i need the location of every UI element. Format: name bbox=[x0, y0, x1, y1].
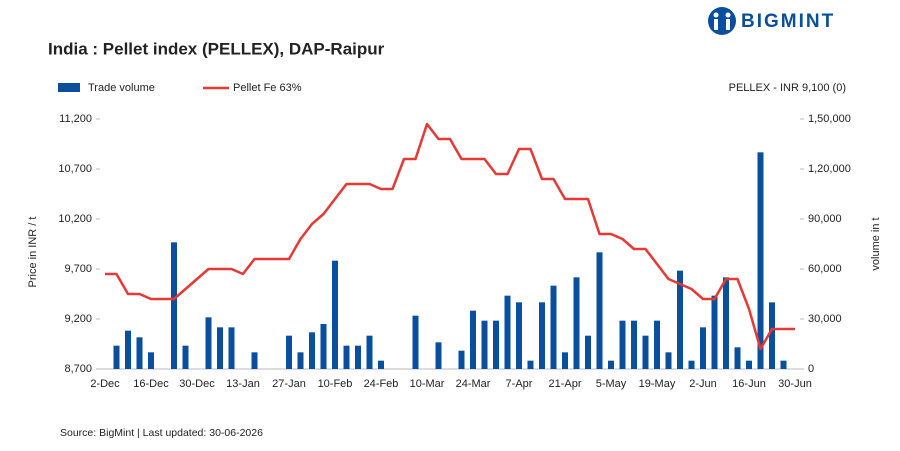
bar bbox=[435, 342, 442, 369]
logo-icon bbox=[725, 12, 731, 18]
bar bbox=[527, 360, 534, 369]
legend-label: Trade volume bbox=[88, 82, 155, 94]
bar bbox=[320, 324, 327, 369]
x-tick-label: 19-May bbox=[639, 378, 676, 390]
x-tick-label: 24-Feb bbox=[364, 378, 399, 390]
bar bbox=[297, 352, 304, 369]
bar bbox=[205, 317, 212, 369]
bar bbox=[734, 347, 741, 369]
bar bbox=[573, 277, 580, 369]
bar bbox=[585, 335, 591, 369]
bar bbox=[769, 302, 775, 369]
bar bbox=[757, 152, 764, 369]
bar bbox=[148, 352, 154, 369]
bar bbox=[286, 335, 292, 369]
bar bbox=[228, 327, 235, 369]
bar bbox=[458, 350, 465, 369]
bar bbox=[355, 345, 361, 369]
x-tick-label: 2-Dec bbox=[90, 378, 120, 390]
line bbox=[105, 122, 795, 351]
x-tick-label: 10-Feb bbox=[318, 378, 353, 390]
bar bbox=[631, 320, 637, 369]
x-tick-label: 13-Jan bbox=[226, 378, 260, 390]
y-tick-label: 8,700 bbox=[64, 363, 92, 375]
bar bbox=[700, 327, 706, 369]
y2-tick-label: 30,000 bbox=[808, 313, 842, 325]
bar bbox=[688, 360, 695, 369]
logo-icon bbox=[708, 7, 736, 35]
bar bbox=[608, 360, 614, 369]
logo: BIGMINT bbox=[708, 7, 835, 35]
bar bbox=[481, 320, 488, 369]
bar bbox=[470, 310, 476, 369]
bar bbox=[125, 330, 131, 369]
logo-text: BIGMINT bbox=[741, 11, 835, 32]
x-tick-label: 16-Dec bbox=[133, 378, 169, 390]
y2-tick-label: 90,000 bbox=[808, 213, 842, 225]
bar bbox=[343, 345, 350, 369]
y2-tick-label: 0 bbox=[808, 363, 814, 375]
y-tick-label: 10,700 bbox=[58, 163, 92, 175]
bar bbox=[251, 352, 258, 369]
x-tick-label: 24-Mar bbox=[456, 378, 491, 390]
legend-swatch bbox=[58, 83, 80, 92]
bar bbox=[504, 295, 511, 369]
x-tick-label: 27-Jan bbox=[272, 378, 306, 390]
x-tick-label: 5-May bbox=[596, 378, 627, 390]
bar bbox=[550, 285, 557, 369]
logo-icon bbox=[726, 19, 730, 30]
bar bbox=[309, 332, 315, 369]
x-tick-label: 2-Jun bbox=[689, 378, 717, 390]
legend-label: Pellet Fe 63% bbox=[233, 82, 302, 94]
x-tick-label: 16-Jun bbox=[732, 378, 766, 390]
y2-tick-label: 1,20,000 bbox=[808, 163, 851, 175]
source-note: Source: BigMint | Last updated: 30-06-20… bbox=[60, 427, 263, 439]
y-axis-label: Price in INR / t bbox=[27, 217, 39, 288]
bar bbox=[378, 360, 384, 369]
y-tick-label: 11,200 bbox=[59, 113, 92, 125]
x-tick-label: 21-Apr bbox=[548, 378, 581, 390]
y-tick-label: 9,200 bbox=[64, 313, 92, 325]
x-tick-label: 30-Jun bbox=[778, 378, 812, 390]
bar bbox=[113, 345, 120, 369]
bar bbox=[746, 360, 752, 369]
y2-tick-label: 1,50,000 bbox=[808, 113, 851, 125]
y2-axis-label: volume in t bbox=[870, 217, 882, 270]
bar bbox=[412, 315, 419, 369]
bar bbox=[493, 320, 499, 369]
bar bbox=[332, 260, 338, 369]
bar bbox=[366, 335, 373, 369]
bar bbox=[642, 335, 649, 369]
bar bbox=[780, 360, 787, 369]
bar bbox=[619, 320, 626, 369]
y2-tick-label: 60,000 bbox=[808, 263, 842, 275]
y-tick-label: 9,700 bbox=[64, 263, 92, 275]
bar bbox=[596, 252, 603, 369]
bar bbox=[723, 277, 729, 369]
bar bbox=[516, 302, 522, 369]
chart-subtitle: PELLEX - INR 9,100 (0) bbox=[729, 82, 846, 94]
x-tick-label: 10-Mar bbox=[410, 378, 445, 390]
bar bbox=[562, 352, 568, 369]
bar bbox=[217, 327, 223, 369]
bar bbox=[665, 352, 672, 369]
bar bbox=[677, 270, 683, 369]
bar bbox=[539, 302, 545, 369]
logo-icon bbox=[714, 19, 718, 30]
x-tick-label: 7-Apr bbox=[506, 378, 533, 390]
logo-icon bbox=[713, 12, 719, 18]
chart-title: India : Pellet index (PELLEX), DAP-Raipu… bbox=[48, 39, 385, 58]
x-tick-label: 30-Dec bbox=[179, 378, 215, 390]
bar bbox=[136, 337, 143, 369]
bar bbox=[171, 242, 177, 369]
y-tick-label: 10,200 bbox=[58, 213, 92, 225]
bar bbox=[711, 295, 718, 369]
bar bbox=[182, 345, 189, 369]
bar bbox=[654, 320, 660, 369]
